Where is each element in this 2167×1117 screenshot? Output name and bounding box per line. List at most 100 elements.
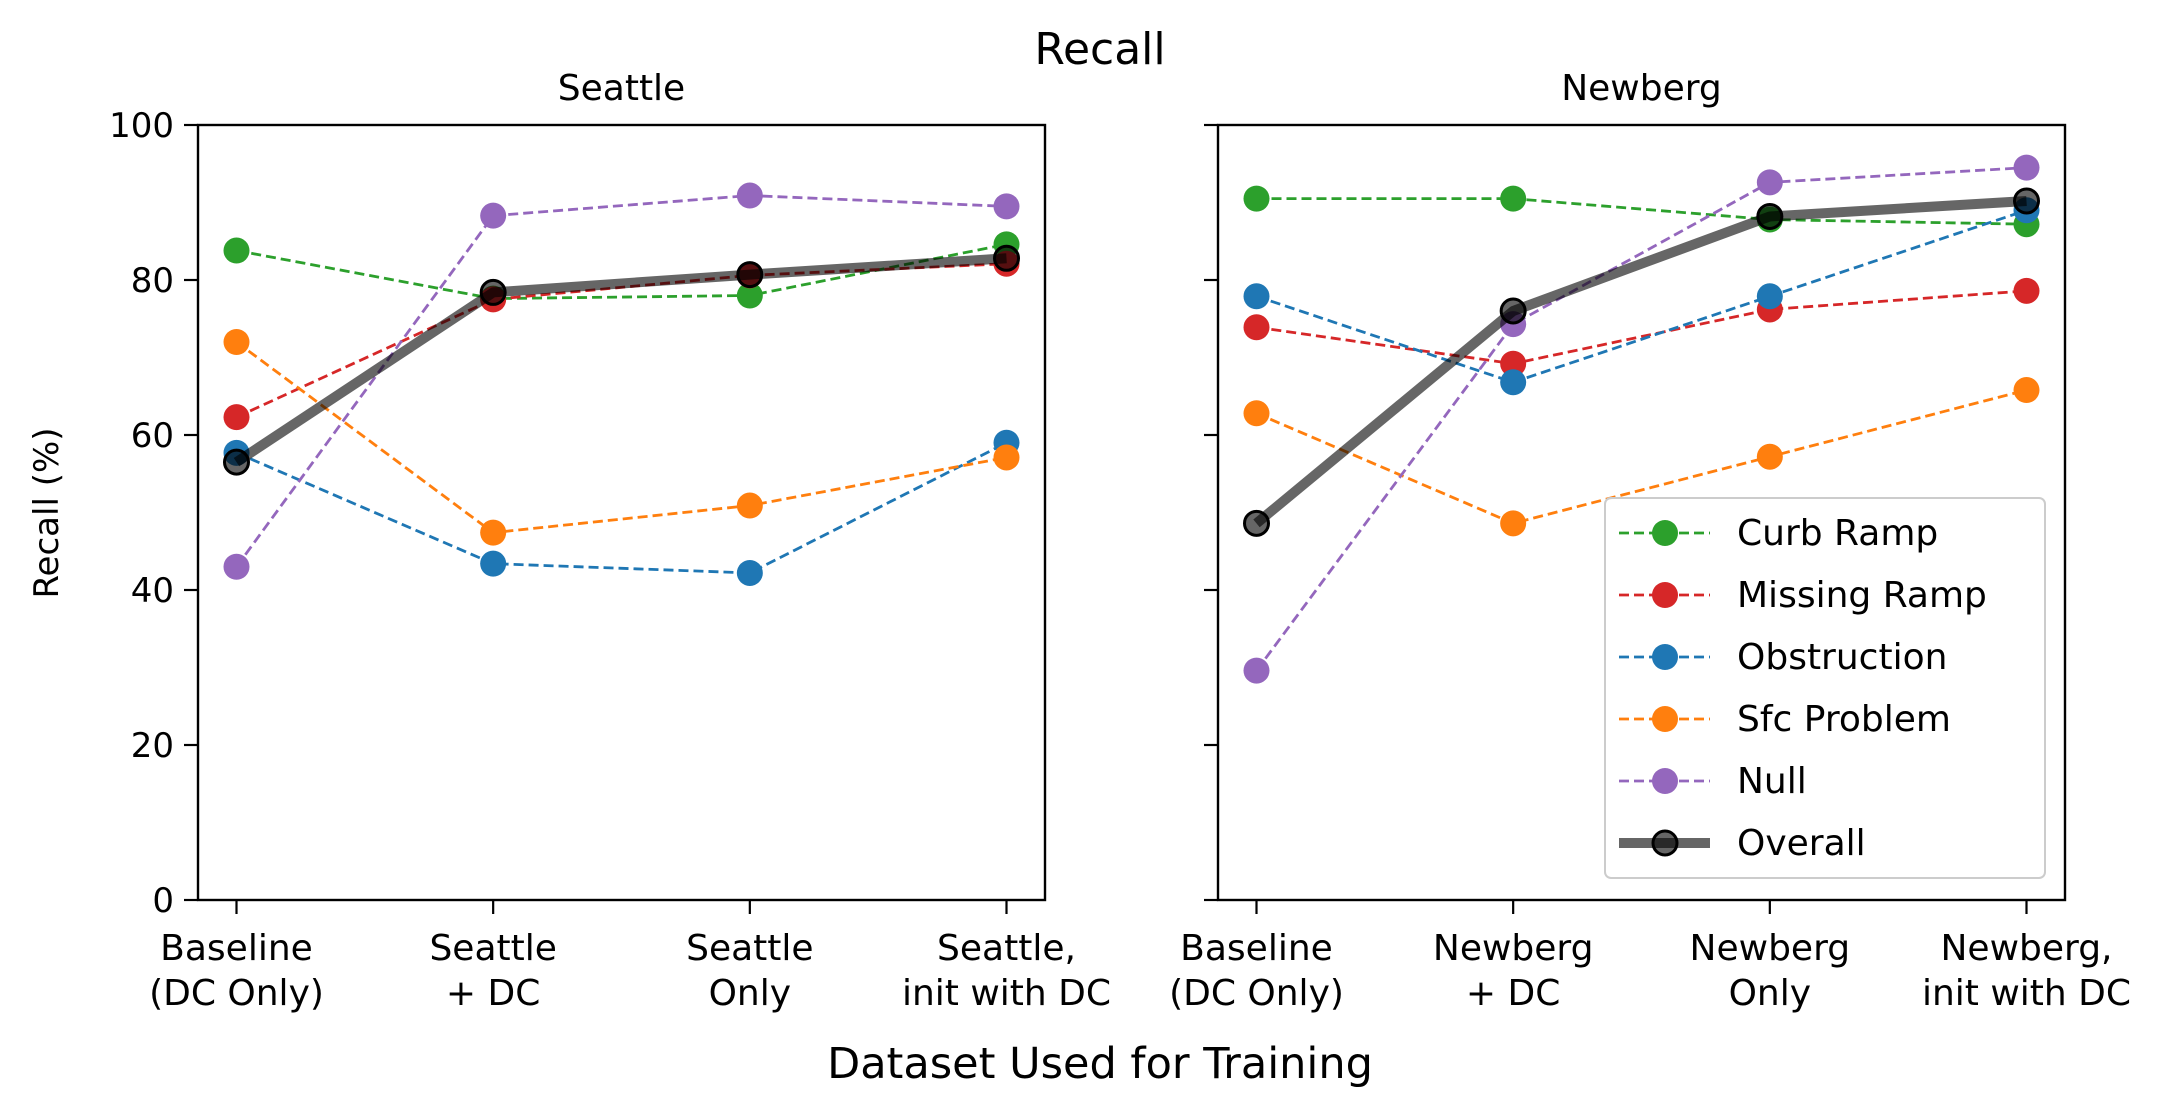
series-missing-ramp (1243, 277, 2040, 377)
series-line (1255, 166, 2027, 672)
data-point (1756, 202, 1784, 230)
legend-entry-curb-ramp: Curb Ramp (1619, 513, 1938, 554)
x-tick-label: (DC Only) (149, 973, 324, 1014)
x-tick-label: Only (1729, 973, 1811, 1014)
legend-marker (1652, 706, 1678, 732)
data-point (1243, 283, 1270, 310)
data-point (1500, 510, 1527, 537)
data-point (1756, 283, 1783, 310)
series-line (233, 253, 1007, 467)
legend-label: Null (1737, 761, 1807, 802)
x-axis-label: Dataset Used for Training (827, 1039, 1373, 1089)
data-point (736, 282, 763, 309)
legend-label: Obstruction (1737, 637, 1947, 678)
data-point (1243, 509, 1270, 537)
data-point (479, 278, 507, 306)
data-point (2013, 154, 2040, 181)
x-tick-label: Baseline (160, 928, 313, 969)
x-tick-label: Newberg (1690, 928, 1851, 969)
legend-entry-sfc-problem: Sfc Problem (1619, 699, 1951, 740)
x-tick-label: Seattle (686, 928, 813, 969)
data-point (993, 444, 1020, 471)
x-tick-label: Newberg (1433, 928, 1594, 969)
series-overall (1243, 187, 2040, 537)
legend-marker (1652, 520, 1678, 546)
series-sfc-problem (1243, 377, 2040, 537)
x-tick-label: + DC (1466, 973, 1560, 1014)
data-point (1756, 169, 1783, 196)
series-overall (223, 244, 1020, 476)
data-point (1756, 443, 1783, 470)
data-point (993, 193, 1020, 220)
series-line (235, 340, 1007, 535)
data-point (1243, 657, 1270, 684)
data-point (480, 550, 507, 577)
legend-label: Overall (1737, 823, 1866, 864)
plot-frame (196, 123, 1047, 902)
legend-label: Sfc Problem (1737, 699, 1951, 740)
x-tick-label: + DC (446, 973, 540, 1014)
x-tick-label: Baseline (1180, 928, 1333, 969)
series-line (1256, 289, 2027, 366)
data-point (1500, 185, 1527, 212)
data-point (480, 519, 507, 546)
y-tick-label: 40 (131, 571, 174, 611)
data-point (1243, 185, 1270, 212)
y-tick-label: 100 (109, 106, 174, 146)
x-tick-label: init with DC (1922, 973, 2131, 1014)
legend-box (1604, 497, 2046, 879)
legend-marker (1652, 582, 1678, 608)
legend-marker (1652, 644, 1678, 670)
data-point (736, 261, 764, 289)
data-point (223, 404, 250, 431)
chart-panel-seattle: Seattle 0 20 40 60 80 100 Baseline(DC Only) Seat… (109, 68, 1111, 1014)
y-tick-label: 0 (152, 881, 174, 921)
data-point (223, 553, 250, 580)
y-tick-label: 60 (131, 416, 174, 456)
legend-marker (1652, 768, 1678, 794)
legend: Curb Ramp Missing Ramp Obstruction Sfc Prob… (1604, 497, 2046, 879)
plot-frame (1216, 123, 2067, 902)
y-tick-label: 20 (131, 726, 174, 766)
panel-title: Seattle (558, 68, 685, 109)
data-point (2013, 377, 2040, 404)
data-point (2013, 187, 2040, 215)
data-point (480, 202, 507, 229)
series-line (235, 194, 1007, 568)
series-line (1253, 195, 2027, 528)
x-tick-label: Newberg, (1941, 928, 2113, 969)
legend-label: Missing Ramp (1737, 575, 1987, 616)
legend-entry-missing-ramp: Missing Ramp (1619, 575, 1987, 616)
series-line (235, 441, 1008, 575)
data-point (1499, 297, 1527, 325)
data-point (1243, 314, 1270, 341)
x-tick-label: (DC Only) (1169, 973, 1344, 1014)
series-line (1255, 388, 2027, 525)
series-obstruction (1243, 197, 2040, 396)
legend-label: Curb Ramp (1737, 513, 1938, 554)
series-sfc-problem (223, 329, 1020, 546)
series-line (1256, 208, 2027, 384)
data-point (736, 559, 763, 586)
data-point (736, 492, 763, 519)
x-tick-label: Seattle (429, 928, 556, 969)
y-axis-label: Recall (%) (27, 427, 67, 598)
data-point (1500, 350, 1527, 377)
series-null (223, 182, 1020, 580)
data-point (223, 448, 250, 476)
panel-title: Newberg (1561, 68, 1722, 109)
legend-entry-obstruction: Obstruction (1619, 637, 1947, 678)
x-tick-label: Only (709, 973, 791, 1014)
y-tick-label: 80 (131, 261, 174, 301)
data-point (223, 329, 250, 355)
legend-entry-null: Null (1619, 761, 1807, 802)
series-line (1256, 197, 2027, 226)
figure-title: Recall (1034, 24, 1165, 75)
x-tick-label: Seattle, (937, 928, 1076, 969)
data-point (736, 182, 763, 209)
x-tick-label: init with DC (902, 973, 1111, 1014)
data-point (1243, 400, 1270, 427)
data-point (2013, 277, 2040, 304)
